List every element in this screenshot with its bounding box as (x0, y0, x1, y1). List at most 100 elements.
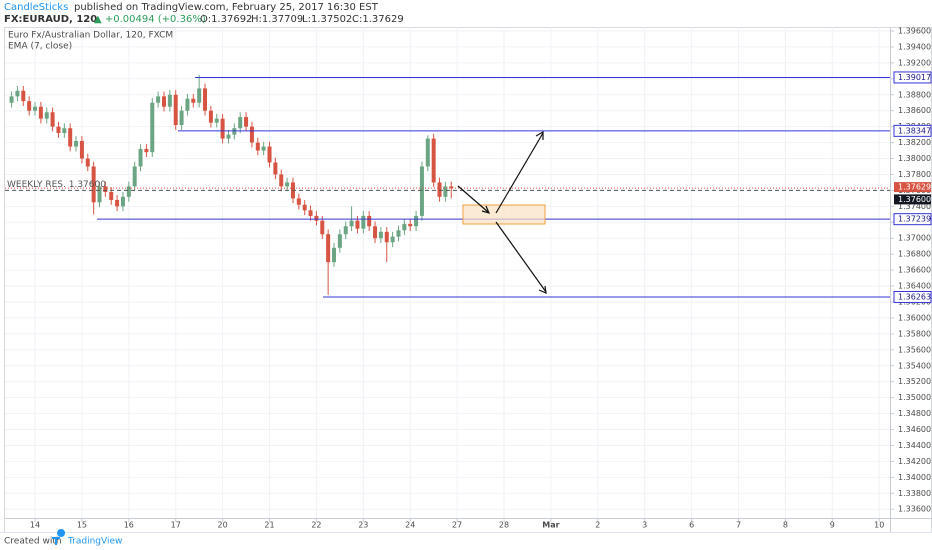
y-tick-label: 1.38600 (898, 106, 931, 115)
weekly-res-box (894, 194, 931, 205)
y-tick-label: 1.38200 (898, 138, 931, 147)
arrow (457, 185, 489, 213)
candle-body (27, 101, 32, 111)
y-tick-label: 1.34000 (898, 473, 931, 482)
candle-body (9, 96, 14, 103)
x-tick-label: 7 (736, 521, 741, 530)
candle-body (343, 226, 348, 235)
candle-body (15, 90, 20, 97)
candle-body (396, 230, 401, 237)
y-tick-label: 1.37400 (898, 202, 931, 211)
x-tick-label: 14 (30, 521, 40, 530)
instrument-legend: Euro Fx/Australian Dollar, 120, FXCM (8, 31, 173, 41)
candle-body (56, 126, 61, 134)
candle-body (79, 140, 84, 159)
x-tick-label: 15 (77, 521, 87, 530)
last-price-box (894, 182, 931, 193)
arrows (457, 130, 547, 294)
arrow-head (535, 130, 544, 140)
candle-body (361, 215, 366, 229)
x-tick-label: 22 (311, 521, 321, 530)
candle-body (390, 236, 395, 243)
candle-body (285, 182, 290, 187)
candle-body (21, 90, 26, 102)
indicator-legend: EMA (7, close) (8, 42, 72, 52)
ohlc-open: O:1.37692 (200, 14, 252, 25)
y-tick-label: 1.39400 (898, 42, 931, 51)
candle-body (161, 96, 166, 107)
candle-body (402, 223, 407, 231)
candle-body (85, 158, 90, 167)
published: published on TradingView.com, February 2… (74, 2, 379, 13)
ohlc-low: L:1.37502 (302, 14, 352, 25)
candle-body (226, 134, 231, 139)
candle-body (126, 186, 131, 197)
x-tick-label: 10 (874, 521, 884, 530)
y-tick-label: 1.36000 (898, 313, 931, 322)
candle-body (249, 126, 254, 143)
x-tick-label: 27 (452, 521, 462, 530)
candle-body (384, 231, 389, 243)
y-tick-label: 1.39200 (898, 58, 931, 67)
candle-body (378, 231, 383, 239)
candle-body (349, 220, 354, 227)
y-tick-label: 1.38800 (898, 90, 931, 99)
footer-brand[interactable]: TradingView (67, 537, 122, 547)
candle-body (74, 140, 79, 147)
footer-created: Created with (4, 537, 62, 547)
candle-body (255, 142, 260, 151)
candle-body (443, 186, 448, 197)
candle-body (91, 166, 96, 203)
x-tick-label: 23 (358, 521, 368, 530)
level-label: 1.39017 (898, 73, 931, 82)
candle-body (238, 117, 243, 129)
candle-body (197, 88, 202, 103)
candle-body (62, 128, 67, 134)
x-tick-label: 20 (218, 521, 228, 530)
y-tick-label: 1.36800 (898, 250, 931, 259)
arrow-head (538, 285, 547, 294)
candle-body (414, 215, 419, 227)
candle-body (279, 174, 284, 187)
x-tick-label: 8 (783, 521, 788, 530)
ohlc-close: C:1.37629 (352, 14, 404, 25)
candle-body (355, 220, 360, 229)
candle-body (320, 220, 325, 235)
candle-body (232, 128, 237, 135)
arrow (495, 132, 544, 214)
x-tick-label: 17 (171, 521, 181, 530)
change: ▲ +0.00494 (+0.36%) (94, 14, 206, 25)
candle-body (267, 146, 272, 163)
x-tick-label: 16 (124, 521, 134, 530)
candle-body (150, 102, 155, 153)
x-tick-label: 2 (595, 521, 600, 530)
y-tick-label: 1.37000 (898, 234, 931, 243)
candle-body (173, 94, 178, 126)
candle-body (120, 196, 125, 207)
candle-body (273, 162, 278, 175)
y-tick-label: 1.33800 (898, 489, 931, 498)
candle-body (156, 96, 161, 103)
candle-body (203, 88, 208, 111)
weekly-res-text: WEEKLY RES. 1.37600 (7, 180, 106, 190)
level-label-box (893, 290, 932, 303)
candle-body (326, 234, 331, 263)
candle-body (244, 117, 249, 127)
y-tick-label: 1.34200 (898, 457, 931, 466)
candle-body (68, 128, 73, 147)
y-tick-label: 1.37800 (898, 170, 931, 179)
candle-body (109, 191, 114, 200)
level-label: 1.37239 (898, 215, 931, 224)
candle-body (179, 110, 184, 126)
x-tick-label: 3 (642, 521, 647, 530)
candle-body (302, 204, 307, 211)
author[interactable]: CandleSticks (4, 2, 68, 13)
candle-body (214, 118, 219, 123)
y-tick-label: 1.35600 (898, 345, 931, 354)
y-tick-label: 1.34800 (898, 409, 931, 418)
candle-body (38, 106, 43, 119)
candle-body (337, 234, 342, 248)
